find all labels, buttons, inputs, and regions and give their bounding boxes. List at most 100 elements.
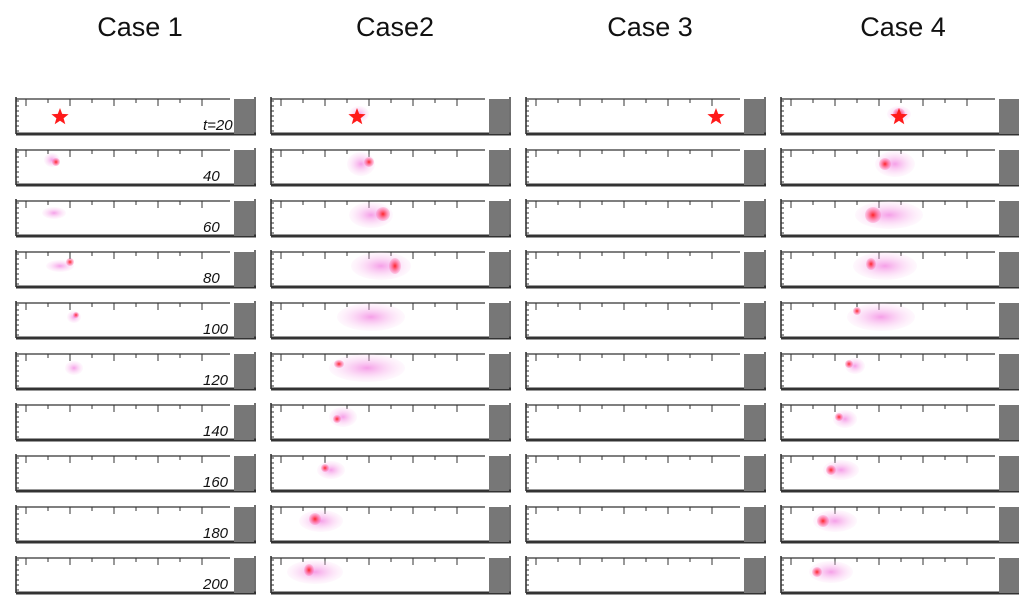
panel-case-2-row-9 xyxy=(270,505,511,544)
column-title-case-2: Case2 xyxy=(355,12,435,42)
gray-bar xyxy=(234,303,254,338)
time-label: 40 xyxy=(203,168,220,185)
gray-bar xyxy=(234,507,254,542)
panel-case-2-row-8 xyxy=(270,454,511,493)
panel-case-4-row-1 xyxy=(780,97,1019,136)
time-label: 160 xyxy=(203,474,229,491)
particle-cloud xyxy=(853,252,917,280)
panel-case-1-row-1: t=20 xyxy=(15,97,256,136)
particle-cloud xyxy=(376,207,390,221)
panel-case-2-row-5 xyxy=(270,301,511,340)
gray-bar xyxy=(744,252,764,287)
gray-bar xyxy=(489,354,509,389)
gray-bar xyxy=(999,150,1019,185)
particle-cloud xyxy=(73,312,79,318)
particle-cloud xyxy=(847,303,915,331)
particle-cloud xyxy=(334,360,344,368)
panel-case-3-row-3 xyxy=(525,199,766,238)
gray-bar xyxy=(744,201,764,236)
time-label: t=20 xyxy=(203,117,233,134)
particle-cloud xyxy=(66,258,74,266)
panel-case-3-row-5 xyxy=(525,301,766,340)
gray-bar xyxy=(744,405,764,440)
particle-cloud xyxy=(333,415,341,423)
gray-bar xyxy=(489,507,509,542)
time-label: 100 xyxy=(203,321,229,338)
time-label: 180 xyxy=(203,525,229,542)
particle-cloud xyxy=(826,465,836,475)
particle-cloud xyxy=(845,360,853,368)
gray-bar xyxy=(489,303,509,338)
particle-cloud xyxy=(823,460,859,480)
panel-case-3-row-7 xyxy=(525,403,766,442)
panel-case-3-row-1 xyxy=(525,97,766,136)
gray-bar xyxy=(489,150,509,185)
particle-cloud xyxy=(364,157,374,167)
particle-cloud xyxy=(309,513,321,525)
panel-case-4-row-8 xyxy=(780,454,1019,493)
gray-bar xyxy=(999,201,1019,236)
gray-bar xyxy=(489,201,509,236)
column-title-case-1: Case 1 xyxy=(97,12,183,42)
gray-bar xyxy=(999,303,1019,338)
particle-cloud xyxy=(865,207,881,223)
gray-bar xyxy=(744,558,764,593)
panel-case-4-row-9 xyxy=(780,505,1019,544)
gray-bar xyxy=(744,150,764,185)
gray-bar xyxy=(489,252,509,287)
gray-bar xyxy=(234,558,254,593)
panel-case-1-row-9: 180 xyxy=(15,505,256,544)
panel-case-4-row-6 xyxy=(780,352,1019,391)
particle-cloud xyxy=(389,258,401,274)
gray-bar xyxy=(999,252,1019,287)
particle-cloud xyxy=(879,158,891,170)
gray-bar xyxy=(234,99,254,134)
panel-case-3-row-9 xyxy=(525,505,766,544)
time-label: 60 xyxy=(203,219,220,236)
panel-case-3-row-6 xyxy=(525,352,766,391)
panel-case-1-row-4: 80 xyxy=(15,250,256,289)
particle-cloud xyxy=(809,561,853,583)
gray-bar xyxy=(744,507,764,542)
particle-cloud xyxy=(299,510,343,532)
particle-cloud xyxy=(287,560,343,584)
particle-cloud xyxy=(875,151,915,177)
panel-case-1-row-3: 60 xyxy=(15,199,256,238)
panel-case-1-row-6: 120 xyxy=(15,352,256,391)
panel-case-4-row-2 xyxy=(780,148,1019,187)
panel-case-3-row-4 xyxy=(525,250,766,289)
particle-cloud xyxy=(42,207,66,219)
panel-case-4-row-3 xyxy=(780,199,1019,238)
gray-bar xyxy=(744,99,764,134)
gray-bar xyxy=(489,405,509,440)
gray-bar xyxy=(489,558,509,593)
star-icon xyxy=(348,108,366,125)
gray-bar xyxy=(489,456,509,491)
star-icon xyxy=(51,108,69,125)
panel-case-4-row-7 xyxy=(780,403,1019,442)
panel-case-2-row-2 xyxy=(270,148,511,187)
particle-cloud xyxy=(52,158,60,166)
time-label: 80 xyxy=(203,270,220,287)
gray-bar xyxy=(999,99,1019,134)
panel-case-2-row-1 xyxy=(270,97,511,136)
gray-bar xyxy=(999,558,1019,593)
panel-case-2-row-6 xyxy=(270,352,511,391)
time-label: 200 xyxy=(202,576,229,593)
gray-bar xyxy=(999,507,1019,542)
particle-cloud xyxy=(317,461,345,479)
column-title-case-4: Case 4 xyxy=(860,12,946,42)
time-label: 120 xyxy=(203,372,229,389)
gray-bar xyxy=(234,252,254,287)
particle-cloud xyxy=(812,567,822,577)
particle-cloud xyxy=(329,354,405,382)
panel-case-3-row-10 xyxy=(525,556,766,595)
panel-case-3-row-2 xyxy=(525,148,766,187)
panel-case-3-row-8 xyxy=(525,454,766,493)
star-icon xyxy=(890,108,908,125)
gray-bar xyxy=(744,354,764,389)
gray-bar xyxy=(744,456,764,491)
particle-cloud xyxy=(835,413,843,421)
particle-cloud xyxy=(65,361,83,375)
gray-bar xyxy=(234,354,254,389)
